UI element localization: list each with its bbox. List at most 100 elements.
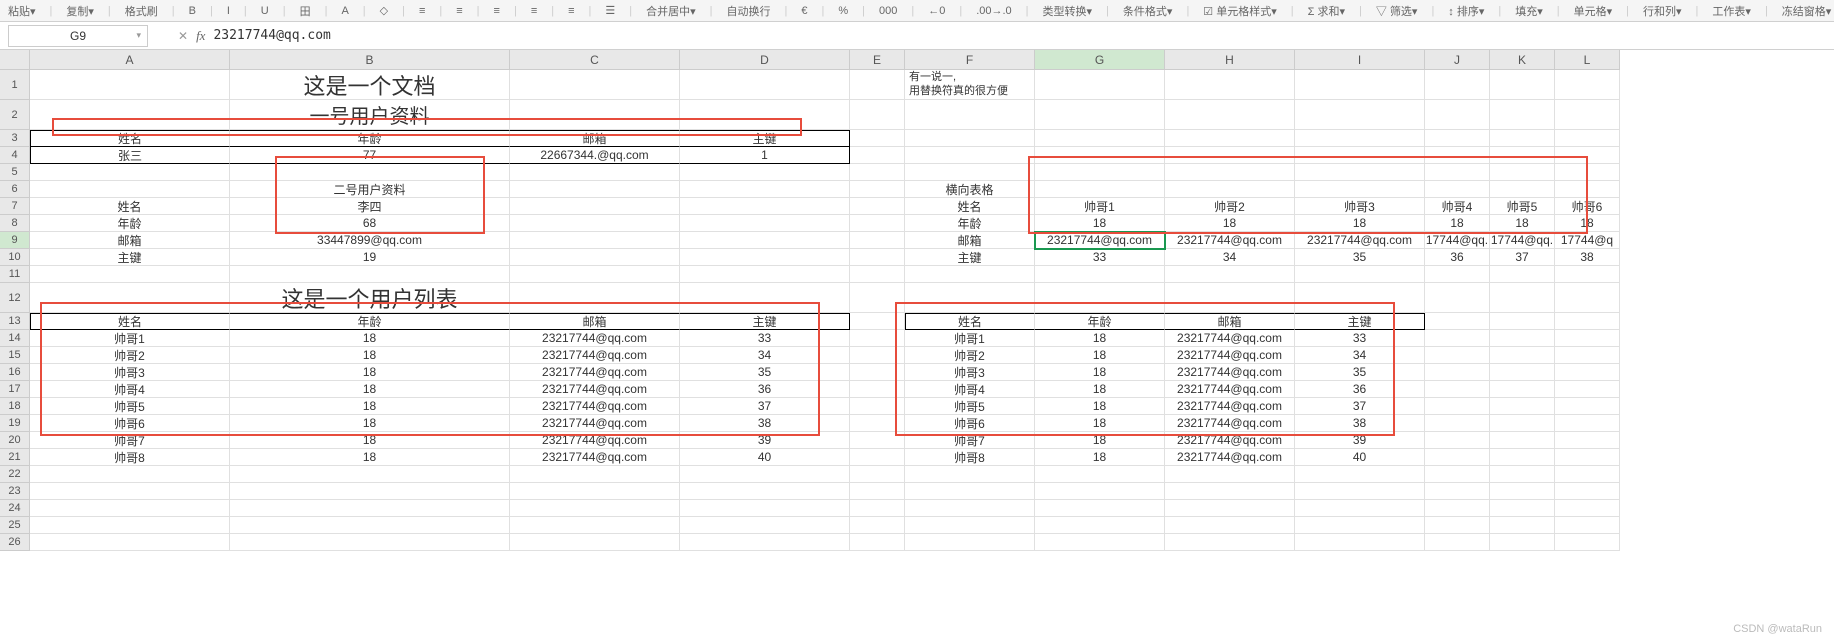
cell-A24[interactable] xyxy=(30,500,230,517)
cell-J25[interactable] xyxy=(1425,517,1490,534)
cell-H11[interactable] xyxy=(1165,266,1295,283)
cell-D18[interactable]: 37 xyxy=(680,398,850,415)
cell-L16[interactable] xyxy=(1555,364,1620,381)
cell-J20[interactable] xyxy=(1425,432,1490,449)
formula-input[interactable]: 23217744@qq.com xyxy=(213,28,330,43)
cell-G2[interactable] xyxy=(1035,100,1165,130)
cell-I12[interactable] xyxy=(1295,283,1425,313)
cell-L11[interactable] xyxy=(1555,266,1620,283)
cell-A19[interactable]: 帅哥6 xyxy=(30,415,230,432)
cell-A13[interactable]: 姓名 xyxy=(30,313,230,330)
row-header-24[interactable]: 24 xyxy=(0,500,30,517)
cell-A22[interactable] xyxy=(30,466,230,483)
cell-I1[interactable] xyxy=(1295,70,1425,100)
col-header-I[interactable]: I xyxy=(1295,50,1425,70)
cell-L20[interactable] xyxy=(1555,432,1620,449)
cell-H20[interactable]: 23217744@qq.com xyxy=(1165,432,1295,449)
cell-I22[interactable] xyxy=(1295,466,1425,483)
cell-E4[interactable] xyxy=(850,147,905,164)
cell-I26[interactable] xyxy=(1295,534,1425,551)
cell-J14[interactable] xyxy=(1425,330,1490,347)
toolbar-item-4[interactable]: I xyxy=(227,5,230,17)
cell-I11[interactable] xyxy=(1295,266,1425,283)
toolbar-item-22[interactable]: 类型转换▾ xyxy=(1043,3,1093,19)
cell-I14[interactable]: 33 xyxy=(1295,330,1425,347)
cell-F9[interactable]: 邮箱 xyxy=(905,232,1035,249)
toolbar-item-30[interactable]: 行和列▾ xyxy=(1643,3,1682,19)
cell-K14[interactable] xyxy=(1490,330,1555,347)
cell-H1[interactable] xyxy=(1165,70,1295,100)
row-header-16[interactable]: 16 xyxy=(0,364,30,381)
cell-E25[interactable] xyxy=(850,517,905,534)
cell-J16[interactable] xyxy=(1425,364,1490,381)
cell-H4[interactable] xyxy=(1165,147,1295,164)
cell-B2[interactable]: 一号用户资料 xyxy=(230,100,510,130)
toolbar-item-17[interactable]: € xyxy=(801,5,807,17)
cell-B9[interactable]: 33447899@qq.com xyxy=(230,232,510,249)
toolbar-item-21[interactable]: .00→.0 xyxy=(976,5,1011,17)
cell-L8[interactable]: 18 xyxy=(1555,215,1620,232)
toolbar-item-31[interactable]: 工作表▾ xyxy=(1712,3,1751,19)
cell-H14[interactable]: 23217744@qq.com xyxy=(1165,330,1295,347)
cell-L15[interactable] xyxy=(1555,347,1620,364)
cell-C13[interactable]: 邮箱 xyxy=(510,313,680,330)
col-header-E[interactable]: E xyxy=(850,50,905,70)
toolbar-item-7[interactable]: A xyxy=(341,5,348,17)
cell-F19[interactable]: 帅哥6 xyxy=(905,415,1035,432)
cell-D11[interactable] xyxy=(680,266,850,283)
cell-E20[interactable] xyxy=(850,432,905,449)
cell-H2[interactable] xyxy=(1165,100,1295,130)
cell-B7[interactable]: 李四 xyxy=(230,198,510,215)
cell-F14[interactable]: 帅哥1 xyxy=(905,330,1035,347)
toolbar-item-20[interactable]: ←0 xyxy=(928,5,945,17)
toolbar-item-19[interactable]: 000 xyxy=(879,5,897,17)
cell-E9[interactable] xyxy=(850,232,905,249)
cell-F3[interactable] xyxy=(905,130,1035,147)
cell-H7[interactable]: 帅哥2 xyxy=(1165,198,1295,215)
toolbar-item-14[interactable]: ☰ xyxy=(605,4,615,17)
cell-D3[interactable]: 主键 xyxy=(680,130,850,147)
cell-D14[interactable]: 33 xyxy=(680,330,850,347)
cell-E5[interactable] xyxy=(850,164,905,181)
cell-J1[interactable] xyxy=(1425,70,1490,100)
cell-D6[interactable] xyxy=(680,181,850,198)
cell-K18[interactable] xyxy=(1490,398,1555,415)
cell-K11[interactable] xyxy=(1490,266,1555,283)
cell-F12[interactable] xyxy=(905,283,1035,313)
cell-J26[interactable] xyxy=(1425,534,1490,551)
toolbar-item-13[interactable]: ≡ xyxy=(568,5,574,17)
cell-C1[interactable] xyxy=(510,70,680,100)
cell-F23[interactable] xyxy=(905,483,1035,500)
cell-L18[interactable] xyxy=(1555,398,1620,415)
cell-K19[interactable] xyxy=(1490,415,1555,432)
cell-K22[interactable] xyxy=(1490,466,1555,483)
cell-F17[interactable]: 帅哥4 xyxy=(905,381,1035,398)
cell-F11[interactable] xyxy=(905,266,1035,283)
cell-B4[interactable]: 77 xyxy=(230,147,510,164)
cell-H24[interactable] xyxy=(1165,500,1295,517)
toolbar-item-18[interactable]: % xyxy=(838,5,848,17)
cell-C19[interactable]: 23217744@qq.com xyxy=(510,415,680,432)
cell-F18[interactable]: 帅哥5 xyxy=(905,398,1035,415)
cell-H6[interactable] xyxy=(1165,181,1295,198)
cell-I2[interactable] xyxy=(1295,100,1425,130)
cell-D12[interactable] xyxy=(680,283,850,313)
cell-C10[interactable] xyxy=(510,249,680,266)
cell-F24[interactable] xyxy=(905,500,1035,517)
cell-D19[interactable]: 38 xyxy=(680,415,850,432)
cell-A15[interactable]: 帅哥2 xyxy=(30,347,230,364)
cell-F1[interactable]: 有一说一, 用替换符真的很方便 xyxy=(905,70,1035,100)
cell-K21[interactable] xyxy=(1490,449,1555,466)
row-header-12[interactable]: 12 xyxy=(0,283,30,313)
col-header-J[interactable]: J xyxy=(1425,50,1490,70)
col-header-C[interactable]: C xyxy=(510,50,680,70)
cell-H22[interactable] xyxy=(1165,466,1295,483)
cell-L24[interactable] xyxy=(1555,500,1620,517)
cell-B18[interactable]: 18 xyxy=(230,398,510,415)
cell-J12[interactable] xyxy=(1425,283,1490,313)
toolbar-item-27[interactable]: ↕ 排序▾ xyxy=(1448,3,1484,19)
cell-B8[interactable]: 68 xyxy=(230,215,510,232)
cell-G8[interactable]: 18 xyxy=(1035,215,1165,232)
cell-J5[interactable] xyxy=(1425,164,1490,181)
cell-G15[interactable]: 18 xyxy=(1035,347,1165,364)
